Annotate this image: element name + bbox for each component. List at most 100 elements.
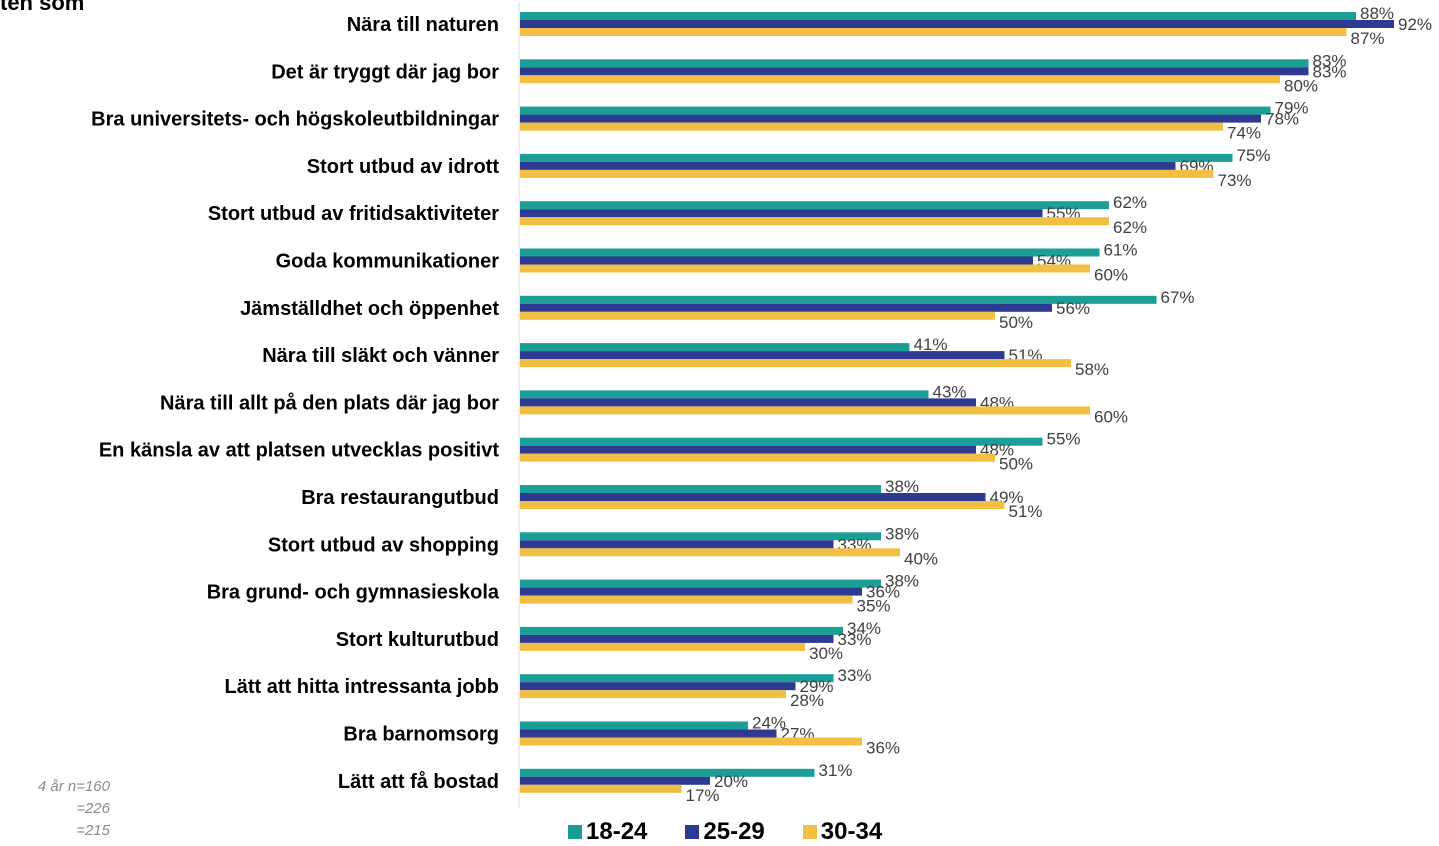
bar-30-34-stort-utbud-av-shopping — [520, 548, 900, 557]
category-label-bra-restaurangutbud: Bra restaurangutbud — [301, 487, 499, 509]
legend-swatch-30-34 — [802, 825, 817, 839]
note-18-24: 4 år n=160 — [37, 778, 110, 795]
bar-18-24-det-är-tryggt-där-jag-bor — [520, 59, 1309, 68]
bar-25-29-bra-barnomsorg — [520, 729, 777, 738]
category-label-lätt-att-hitta-intressanta-jobb: Lätt att hitta intressanta jobb — [225, 676, 499, 698]
bar-18-24-bra-barnomsorg — [520, 721, 748, 730]
data-label-18-24-nära-till-släkt-och-vänner: 41% — [914, 335, 948, 354]
bar-18-24-lätt-att-få-bostad — [520, 768, 815, 777]
data-label-18-24-en-känsla-av-att-platsen-utvecklas-positivt: 55% — [1047, 430, 1081, 449]
bar-30-34-nära-till-naturen — [520, 28, 1347, 36]
bar-18-24-nära-till-naturen — [520, 12, 1356, 20]
category-label-bra-universitets-och-högskoleutbildningar: Bra universitets- och högskoleutbildning… — [91, 109, 499, 131]
legend-label-30-34: 30-34 — [820, 818, 883, 845]
data-label-18-24-bra-grund-och-gymnasieskola: 38% — [885, 572, 919, 591]
category-label-nära-till-allt-på-den-plats-där-jag-bor: Nära till allt på den plats där jag bor — [160, 391, 499, 414]
bar-30-34-stort-utbud-av-idrott — [520, 169, 1214, 178]
data-label-30-34-nära-till-släkt-och-vänner: 58% — [1075, 360, 1109, 379]
bar-30-34-bra-barnomsorg — [520, 737, 862, 746]
category-label-stort-utbud-av-shopping: Stort utbud av shopping — [268, 534, 499, 556]
bar-18-24-stort-utbud-av-shopping — [520, 532, 881, 541]
sample-size-notes: 4 år n=160 =226 =215 — [0, 776, 110, 842]
note-30-34: =215 — [76, 822, 110, 839]
category-label-stort-utbud-av-fritidsaktiviteter: Stort utbud av fritidsaktiviteter — [208, 203, 499, 225]
legend-label-18-24: 18-24 — [586, 818, 648, 845]
data-label-25-29-bra-universitets-och-högskoleutbildningar: 78% — [1265, 110, 1299, 129]
bar-18-24-bra-universitets-och-högskoleutbildningar — [520, 106, 1271, 115]
data-label-30-34-lätt-att-få-bostad: 17% — [686, 786, 720, 805]
bar-25-29-nära-till-naturen — [520, 20, 1394, 28]
legend-item-25-29: 25-29 — [685, 818, 765, 846]
data-label-18-24-goda-kommunikationer: 61% — [1104, 241, 1138, 260]
data-label-18-24-stort-utbud-av-idrott: 75% — [1237, 146, 1271, 165]
bar-25-29-nära-till-släkt-och-vänner — [520, 351, 1005, 360]
data-label-18-24-bra-restaurangutbud: 38% — [885, 477, 919, 496]
bar-30-34-nära-till-släkt-och-vänner — [520, 359, 1071, 368]
category-label-jämställdhet-och-öppenhet: Jämställdhet och öppenhet — [240, 298, 499, 320]
page-title: ten som — [0, 0, 85, 15]
bar-30-34-stort-utbud-av-fritidsaktiviteter — [520, 217, 1109, 226]
data-label-30-34-bra-universitets-och-högskoleutbildningar: 74% — [1227, 124, 1261, 143]
data-label-25-29-bra-grund-och-gymnasieskola: 36% — [866, 583, 900, 602]
legend-swatch-18-24 — [568, 825, 582, 839]
legend-item-30-34: 30-34 — [802, 818, 883, 846]
data-label-30-34-stort-utbud-av-shopping: 40% — [904, 549, 938, 568]
bar-25-29-stort-utbud-av-shopping — [520, 540, 834, 549]
bar-18-24-stort-utbud-av-fritidsaktiviteter — [520, 201, 1109, 210]
data-label-30-34-nära-till-allt-på-den-plats-där-jag-bor: 60% — [1094, 407, 1128, 426]
bar-18-24-nära-till-allt-på-den-plats-där-jag-bor — [520, 390, 929, 399]
bar-25-29-stort-utbud-av-fritidsaktiviteter — [520, 209, 1043, 218]
data-label-18-24-stort-kulturutbud: 34% — [847, 619, 881, 638]
bar-25-29-nära-till-allt-på-den-plats-där-jag-bor — [520, 398, 976, 407]
category-label-bra-grund-och-gymnasieskola: Bra grund- och gymnasieskola — [207, 582, 500, 604]
data-label-18-24-nära-till-allt-på-den-plats-där-jag-bor: 43% — [933, 382, 967, 401]
bar-18-24-jämställdhet-och-öppenhet — [520, 295, 1157, 304]
data-label-25-29-lätt-att-få-bostad: 20% — [714, 772, 748, 791]
data-label-30-34-bra-barnomsorg: 36% — [866, 739, 900, 758]
bar-30-34-goda-kommunikationer — [520, 264, 1090, 273]
bar-30-34-nära-till-allt-på-den-plats-där-jag-bor — [520, 406, 1090, 415]
bar-25-29-bra-restaurangutbud — [520, 493, 986, 501]
bar-25-29-stort-utbud-av-idrott — [520, 161, 1176, 170]
data-label-30-34-stort-utbud-av-fritidsaktiviteter: 62% — [1113, 218, 1147, 237]
bar-30-34-en-känsla-av-att-platsen-utvecklas-positivt — [520, 453, 995, 462]
data-label-25-29-lätt-att-hitta-intressanta-jobb: 29% — [800, 677, 834, 696]
data-label-25-29-det-är-tryggt-där-jag-bor: 83% — [1313, 62, 1347, 81]
data-label-30-34-nära-till-naturen: 87% — [1351, 29, 1385, 48]
category-label-bra-barnomsorg: Bra barnomsorg — [343, 724, 499, 746]
data-label-30-34-en-känsla-av-att-platsen-utvecklas-positivt: 50% — [999, 455, 1033, 474]
bar-18-24-bra-grund-och-gymnasieskola — [520, 579, 881, 588]
bar-18-24-goda-kommunikationer — [520, 248, 1100, 257]
data-label-30-34-goda-kommunikationer: 60% — [1094, 266, 1128, 285]
data-label-18-24-det-är-tryggt-där-jag-bor: 83% — [1313, 51, 1347, 70]
bar-25-29-bra-grund-och-gymnasieskola — [520, 587, 862, 596]
data-label-30-34-lätt-att-hitta-intressanta-jobb: 28% — [790, 691, 824, 710]
data-label-30-34-bra-grund-och-gymnasieskola: 35% — [857, 597, 891, 616]
bar-30-34-jämställdhet-och-öppenhet — [520, 311, 995, 320]
category-label-stort-utbud-av-idrott: Stort utbud av idrott — [307, 156, 500, 178]
category-label-nära-till-släkt-och-vänner: Nära till släkt och vänner — [262, 345, 499, 367]
data-label-30-34-bra-restaurangutbud: 51% — [1009, 502, 1043, 521]
category-label-en-känsla-av-att-platsen-utvecklas-positivt: En känsla av att platsen utvecklas posit… — [99, 440, 499, 462]
category-label-stort-kulturutbud: Stort kulturutbud — [336, 629, 499, 651]
category-label-lätt-att-få-bostad: Lätt att få bostad — [338, 770, 499, 793]
bar-25-29-det-är-tryggt-där-jag-bor — [520, 67, 1309, 76]
bar-18-24-stort-utbud-av-idrott — [520, 153, 1233, 162]
bar-30-34-bra-grund-och-gymnasieskola — [520, 595, 853, 604]
data-label-18-24-bra-universitets-och-högskoleutbildningar: 79% — [1275, 99, 1309, 118]
legend-label-25-29: 25-29 — [703, 818, 765, 845]
bar-18-24-nära-till-släkt-och-vänner — [520, 343, 910, 352]
bar-25-29-lätt-att-hitta-intressanta-jobb — [520, 682, 796, 691]
data-label-18-24-nära-till-naturen: 88% — [1360, 4, 1394, 23]
bar-30-34-lätt-att-få-bostad — [520, 784, 682, 793]
category-label-goda-kommunikationer: Goda kommunikationer — [276, 251, 500, 273]
data-label-25-29-stort-kulturutbud: 33% — [838, 630, 872, 649]
bar-18-24-stort-kulturutbud — [520, 626, 843, 635]
data-label-18-24-lätt-att-få-bostad: 31% — [819, 761, 853, 780]
bar-25-29-bra-universitets-och-högskoleutbildningar — [520, 114, 1261, 123]
bar-30-34-bra-restaurangutbud — [520, 501, 1005, 509]
legend-item-18-24: 18-24 — [568, 818, 647, 846]
data-label-18-24-jämställdhet-och-öppenhet: 67% — [1161, 288, 1195, 307]
legend-swatch-25-29 — [685, 825, 700, 839]
